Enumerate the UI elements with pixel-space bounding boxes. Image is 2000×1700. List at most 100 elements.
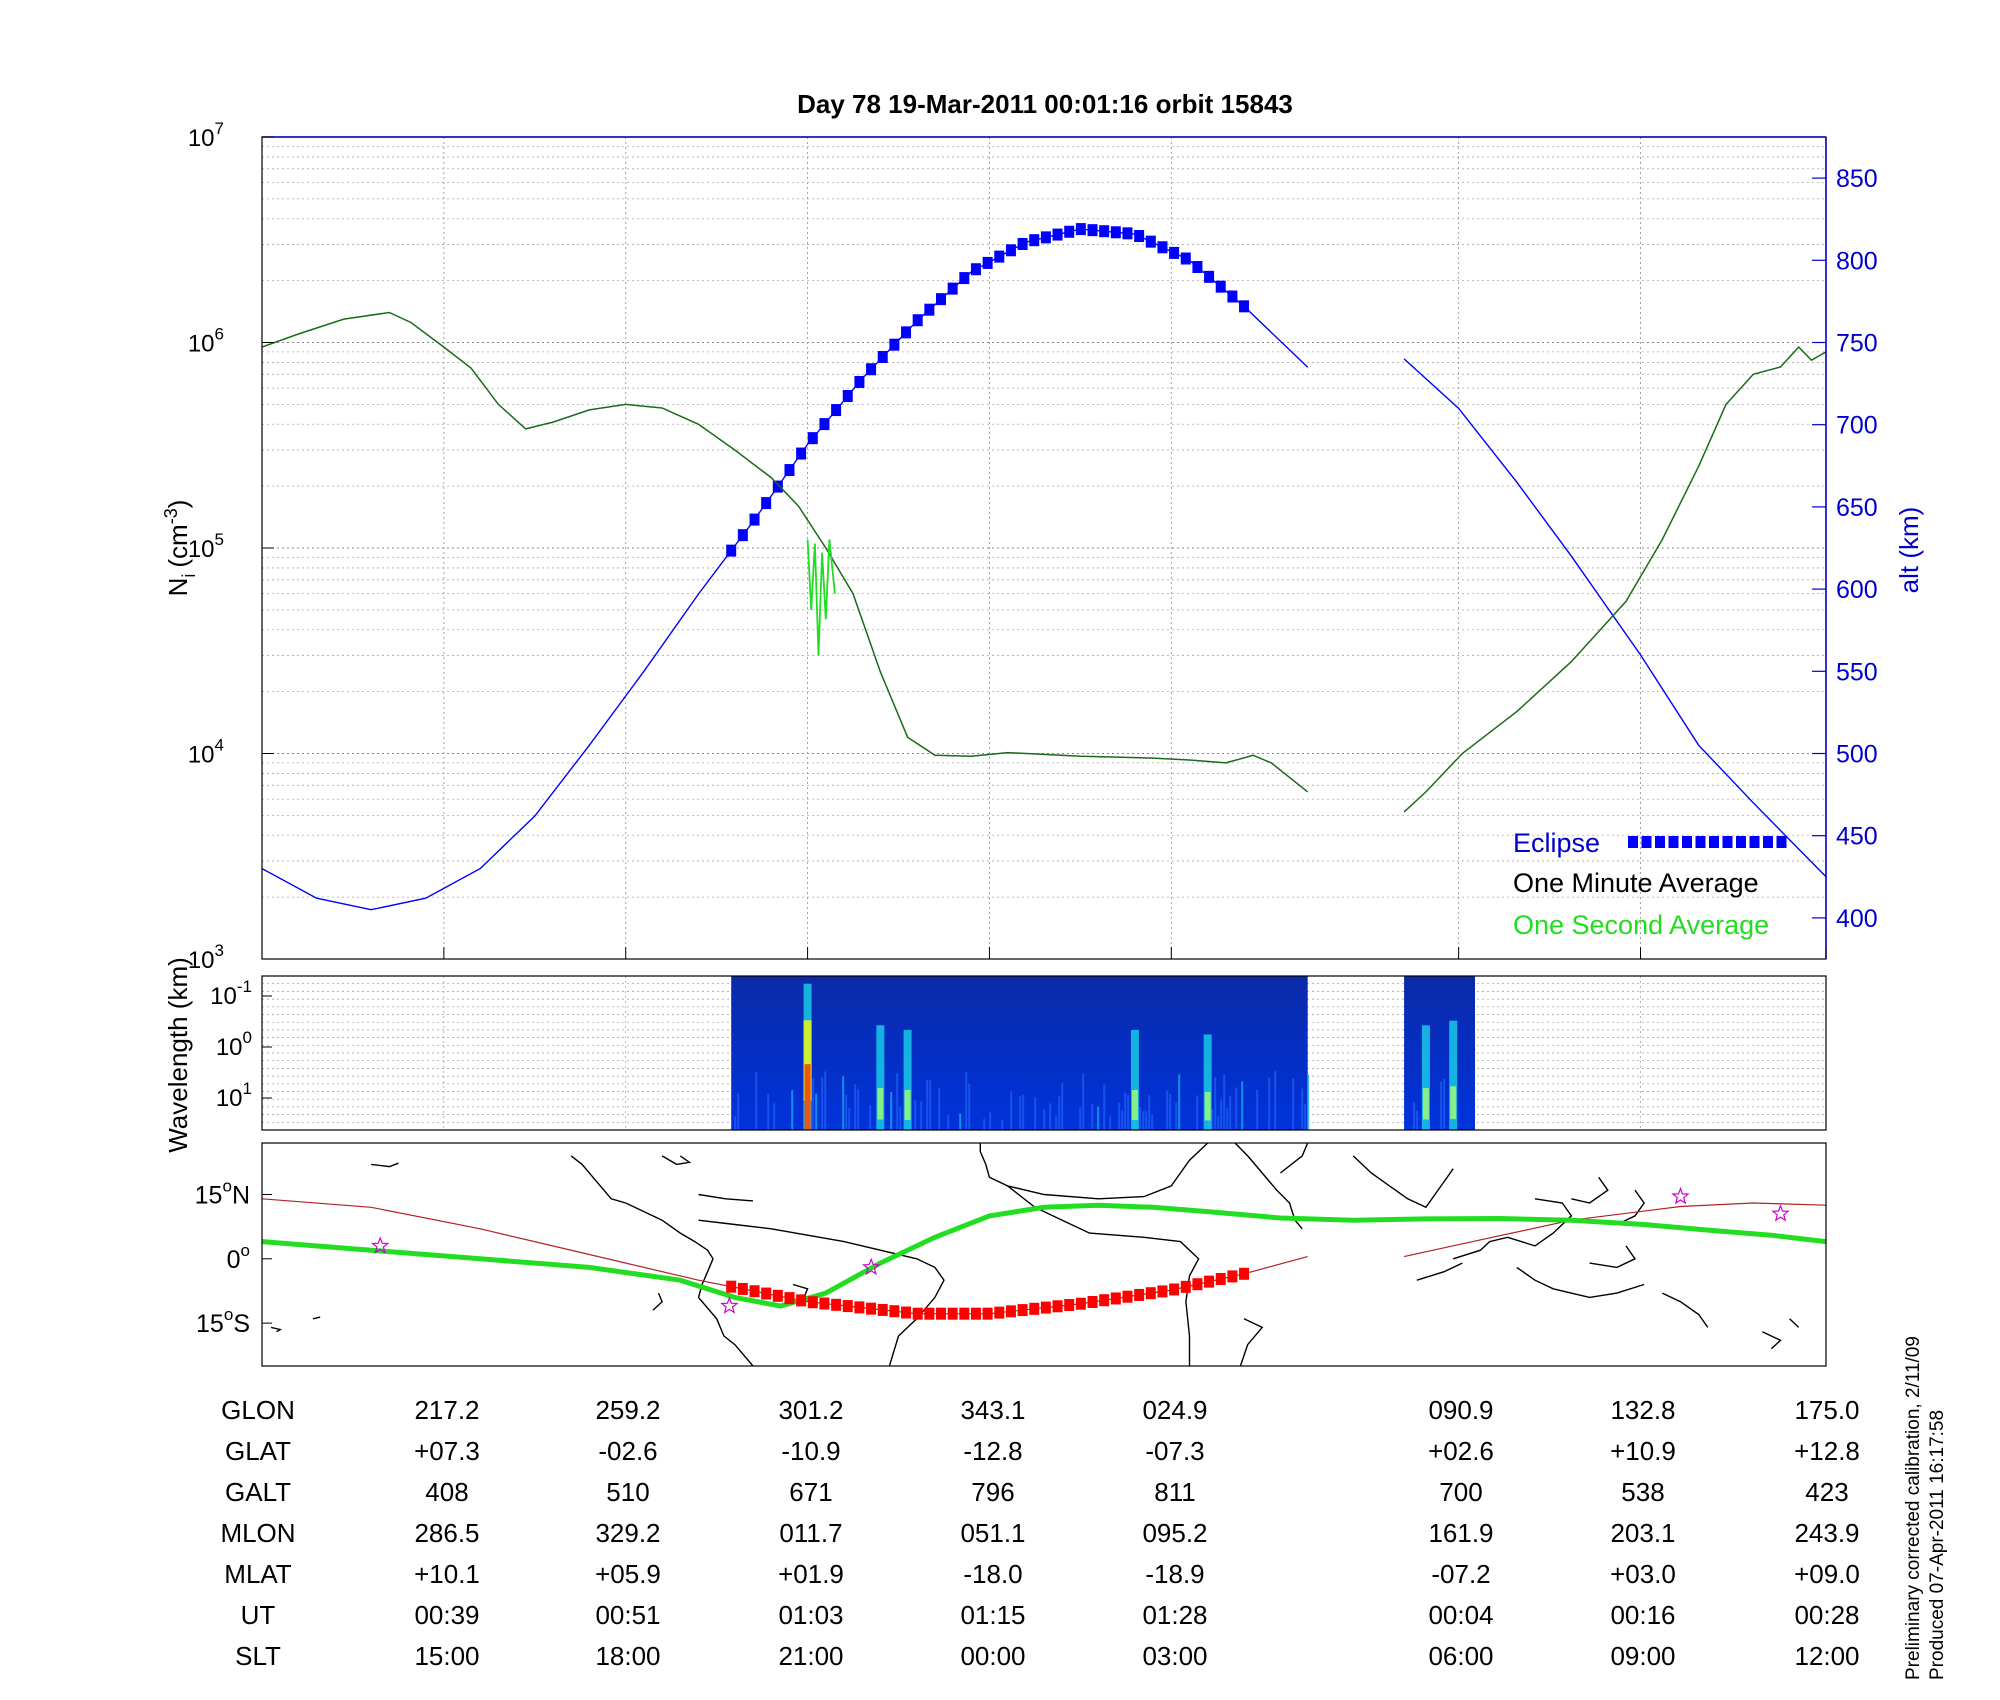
- legend-eclipse-marker: [1655, 836, 1665, 848]
- spec-bright-column: [903, 1029, 912, 1130]
- map-y-tick-degree: o: [224, 1305, 233, 1324]
- y-tick-label: 106: [188, 325, 224, 358]
- eclipse-track-marker: [970, 1307, 981, 1320]
- spec-noise: [1196, 1095, 1199, 1130]
- spec-noise: [812, 1078, 815, 1130]
- eclipse-track-marker: [831, 1298, 842, 1311]
- eclipse-track-markers: [726, 1267, 1250, 1320]
- table-cell: 700: [1439, 1477, 1482, 1507]
- eclipse-marker: [959, 272, 970, 285]
- spec-noise: [1175, 1102, 1178, 1130]
- coastline: [1279, 1143, 1309, 1174]
- eclipse-track-marker: [901, 1306, 912, 1319]
- table-cell: -18.9: [1145, 1559, 1204, 1589]
- density-y-label-sub: i: [179, 574, 199, 578]
- y-tick-base: 10: [188, 331, 215, 358]
- spec-noise: [848, 1108, 851, 1130]
- spec-noise: [857, 1089, 860, 1130]
- table-cell: 12:00: [1794, 1641, 1859, 1671]
- legend: Eclipse One Minute Average One Second Av…: [1513, 828, 1787, 940]
- eclipse-marker: [749, 513, 760, 526]
- star-marker: [370, 1236, 390, 1254]
- eclipse-marker: [1075, 223, 1086, 236]
- table-cell: +07.3: [414, 1436, 480, 1466]
- eclipse-marker: [1052, 228, 1063, 241]
- eclipse-marker: [737, 529, 748, 542]
- table-cell: 796: [971, 1477, 1014, 1507]
- altitude-line: [262, 228, 1309, 911]
- alt-tick-label: 800: [1836, 247, 1878, 275]
- spec-noise: [791, 1090, 794, 1130]
- spec-y-tick-base: 10: [216, 1034, 243, 1061]
- alt-tick-label: 850: [1836, 165, 1878, 193]
- eclipse-track-marker: [842, 1300, 853, 1313]
- eclipse-marker: [772, 480, 783, 493]
- eclipse-track-marker: [807, 1296, 818, 1309]
- table-cell: 161.9: [1428, 1518, 1493, 1548]
- table-cell: 024.9: [1142, 1395, 1207, 1425]
- table-cell: +01.9: [778, 1559, 844, 1589]
- alt-tick-label: 700: [1836, 412, 1878, 440]
- spec-noise: [1268, 1077, 1271, 1130]
- y-tick-base: 10: [188, 742, 215, 769]
- coastline: [698, 1193, 754, 1202]
- spec-noise: [1121, 1110, 1124, 1130]
- star-marker: [720, 1296, 739, 1314]
- table-row-label: UT: [241, 1600, 276, 1630]
- table-cell: 538: [1621, 1477, 1664, 1507]
- table-cell: 01:03: [778, 1600, 843, 1630]
- spec-noise: [1292, 1078, 1295, 1130]
- spec-noise: [1061, 1083, 1064, 1130]
- spec-noise: [920, 1101, 923, 1130]
- table-cell: +12.8: [1794, 1436, 1860, 1466]
- eclipse-marker: [784, 464, 795, 477]
- legend-eclipse-marker: [1628, 836, 1638, 848]
- spec-noise: [1103, 1084, 1106, 1130]
- legend-eclipse-marker: [1709, 836, 1719, 848]
- legend-eclipse-marker: [1722, 836, 1733, 848]
- coastline: [697, 1296, 754, 1366]
- spec-noise: [824, 1071, 827, 1130]
- spec-noise: [914, 1100, 917, 1130]
- eclipse-marker: [1215, 280, 1226, 293]
- y-tick-label: 104: [188, 736, 224, 769]
- map-y-tick-label: 0o: [227, 1241, 250, 1274]
- coastline: [371, 1162, 399, 1168]
- density-minute-line: [1403, 346, 1826, 813]
- alt-tick-label: 650: [1836, 494, 1878, 522]
- spec-noise: [1443, 1079, 1446, 1130]
- coastline: [1589, 1245, 1637, 1269]
- table-cell: 408: [425, 1477, 468, 1507]
- spec-noise: [854, 1084, 857, 1130]
- table-cell: 03:00: [1142, 1641, 1207, 1671]
- spec-noise: [1235, 1087, 1238, 1130]
- altitude-y-label: alt (km): [1894, 507, 1924, 594]
- eclipse-track-marker: [1157, 1285, 1168, 1298]
- map-y-tick-deg: 15: [195, 1181, 223, 1209]
- eclipse-marker: [1005, 244, 1016, 257]
- table-cell: +03.0: [1610, 1559, 1676, 1589]
- spec-noise: [1307, 1074, 1310, 1130]
- spec-y-tick-exp: -1: [237, 977, 252, 996]
- legend-eclipse-marker: [1776, 836, 1787, 848]
- table-cell: 21:00: [778, 1641, 843, 1671]
- orbit-track-line: [1403, 1202, 1826, 1258]
- alt-tick-label: 450: [1836, 823, 1878, 851]
- table-cell: +05.9: [595, 1559, 661, 1589]
- eclipse-marker: [854, 375, 865, 388]
- spec-noise: [1178, 1074, 1181, 1130]
- eclipse-marker: [889, 338, 900, 351]
- map-frame: [261, 1142, 1827, 1367]
- spec-warm-column: [1204, 1091, 1211, 1121]
- map-y-tick-deg: 0: [227, 1246, 241, 1274]
- spec-noise: [755, 1072, 758, 1130]
- spec-noise: [1301, 1088, 1304, 1130]
- alt-tick-label: 550: [1836, 658, 1878, 686]
- eclipse-marker: [1110, 226, 1121, 239]
- eclipse-track-marker: [796, 1294, 807, 1307]
- spec-bright-column: [1421, 1025, 1430, 1130]
- spec-noise: [767, 1093, 770, 1130]
- coastline: [1516, 1266, 1645, 1299]
- altitude-y-ticks: 400 450 500 550 600 650 700 750 800 850: [1812, 165, 1878, 933]
- spec-noise: [1214, 1076, 1217, 1130]
